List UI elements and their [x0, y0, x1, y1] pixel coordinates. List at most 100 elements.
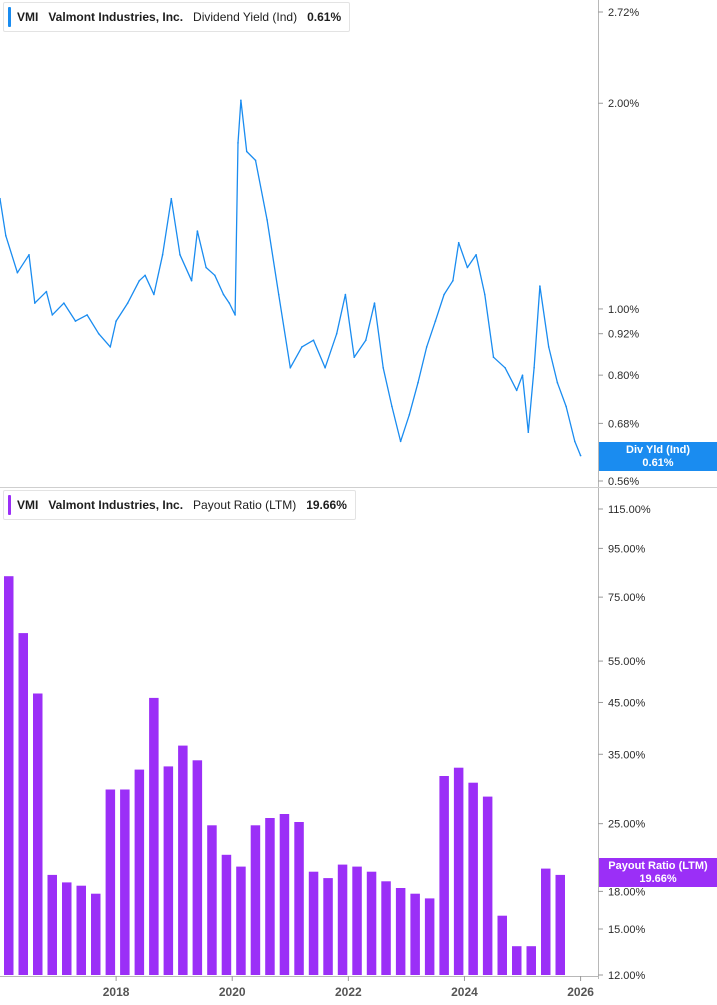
payout-bar	[381, 881, 391, 975]
bottom-legend[interactable]: VMI Valmont Industries, Inc. Payout Rati…	[3, 490, 356, 520]
dividend-yield-point	[391, 405, 393, 408]
dividend-yield-point	[443, 293, 445, 296]
dividend-yield-point	[475, 254, 477, 256]
dividend-yield-point	[515, 389, 518, 392]
dividend-yield-point	[335, 332, 338, 335]
dividend-yield-point	[115, 320, 117, 322]
payout-bar	[221, 854, 232, 975]
badge-label: Div Yld (Ind)	[626, 443, 690, 456]
legend-ticker: VMI	[17, 10, 39, 24]
dividend-yield-point	[579, 454, 582, 457]
payout-bar	[4, 576, 14, 975]
dividend-yield-point	[373, 302, 376, 304]
payout-bar	[76, 885, 86, 975]
dividend-yield-point	[126, 302, 129, 304]
payout-bar	[526, 946, 536, 975]
dividend-yield-point	[434, 320, 437, 322]
dividend-yield-series	[0, 99, 582, 457]
badge-value: 19.66%	[639, 872, 677, 885]
payout-ratio-bars	[4, 576, 565, 975]
dividend-yield-point	[63, 302, 65, 304]
dividend-yield-point	[533, 367, 535, 369]
payout-bar	[163, 766, 174, 975]
dividend-yield-point	[344, 293, 347, 296]
yield-tick-label: 2.00%	[608, 98, 639, 110]
dividend-yield-point	[28, 254, 30, 256]
payout-bar	[120, 789, 130, 975]
yield-color-swatch	[8, 7, 11, 27]
dividend-yield-point	[289, 367, 292, 369]
dividend-yield-point	[324, 367, 326, 369]
payout-tick-label: 18.00%	[608, 886, 646, 898]
payout-tick-label: 12.00%	[608, 970, 646, 982]
dividend-yield-point	[170, 197, 173, 200]
dividend-yield-point	[301, 346, 303, 348]
payout-bar	[512, 946, 522, 975]
dividend-yield-point	[521, 374, 524, 377]
dividend-yield-point	[161, 254, 164, 256]
payout-bar	[47, 874, 57, 975]
payout-bar	[497, 915, 507, 975]
time-axis: 2018 2020 2022 2024 2026	[103, 976, 594, 999]
dividend-yield-point	[196, 230, 199, 232]
dividend-yield-point	[0, 197, 1, 200]
dividend-yield-point	[399, 440, 402, 443]
dividend-yield-point	[504, 367, 506, 369]
payout-tick-label: 35.00%	[608, 749, 646, 761]
payout-bar	[323, 878, 333, 975]
payout-tick-label: 75.00%	[608, 592, 646, 604]
payout-tick-label: 95.00%	[608, 543, 646, 555]
payout-bar	[468, 782, 478, 975]
dividend-yield-point	[144, 274, 146, 277]
yield-axis: 2.72% 2.00% 1.00% 0.92% 0.80% 0.68% 0.56%	[598, 7, 639, 488]
payout-bar	[207, 825, 217, 975]
payout-bar	[134, 769, 145, 975]
payout-bar	[337, 864, 348, 975]
dividend-yield-point	[245, 150, 248, 153]
dividend-yield-point	[240, 99, 242, 102]
payout-bar	[33, 693, 43, 975]
yield-current-badge: Div Yld (Ind) 0.61%	[599, 442, 717, 471]
legend-company: Valmont Industries, Inc.	[48, 498, 184, 512]
x-tick-label: 2024	[451, 985, 478, 999]
dividend-yield-line	[0, 99, 582, 456]
top-legend[interactable]: VMI Valmont Industries, Inc. Dividend Yi…	[3, 2, 351, 32]
dividend-yield-point	[234, 314, 236, 316]
payout-bar	[149, 697, 159, 975]
payout-bar	[352, 866, 362, 975]
dividend-yield-point	[425, 346, 428, 348]
payout-bar	[395, 888, 406, 975]
yield-tick-label: 1.00%	[608, 304, 639, 316]
legend-company: Valmont Industries, Inc.	[48, 10, 184, 24]
yield-tick-label: 0.80%	[608, 370, 639, 382]
payout-current-badge: Payout Ratio (LTM) 19.66%	[599, 858, 717, 887]
x-tick-label: 2018	[103, 985, 130, 999]
dividend-yield-point	[266, 219, 268, 221]
dividend-yield-point	[237, 142, 239, 144]
dividend-yield-point	[492, 356, 495, 359]
legend-metric: Payout Ratio (LTM)	[193, 498, 297, 512]
dividend-yield-point	[466, 266, 469, 269]
payout-bar	[424, 898, 435, 975]
dividend-yield-point	[138, 279, 141, 282]
dividend-yield-point	[109, 346, 112, 348]
legend-value: 19.66%	[306, 498, 347, 512]
payout-bar	[410, 893, 420, 975]
payout-bar	[178, 745, 188, 975]
badge-label: Payout Ratio (LTM)	[608, 859, 708, 872]
payout-bar	[366, 871, 377, 975]
dividend-yield-point	[228, 302, 231, 304]
payout-bar	[91, 893, 101, 975]
payout-axis: 115.00% 95.00% 75.00% 55.00% 45.00% 35.00% 25.…	[598, 504, 651, 982]
dividend-yield-point	[574, 440, 576, 443]
dividend-yield-point	[34, 302, 36, 304]
payout-tick-label: 25.00%	[608, 819, 646, 831]
dividend-yield-point	[254, 159, 257, 162]
yield-tick-label: 0.92%	[608, 329, 639, 341]
dividend-yield-point	[86, 314, 88, 316]
dividend-yield-point	[484, 293, 486, 296]
dividend-yield-point	[45, 290, 48, 293]
dividend-yield-point	[382, 367, 385, 369]
payout-tick-label: 115.00%	[608, 504, 651, 516]
